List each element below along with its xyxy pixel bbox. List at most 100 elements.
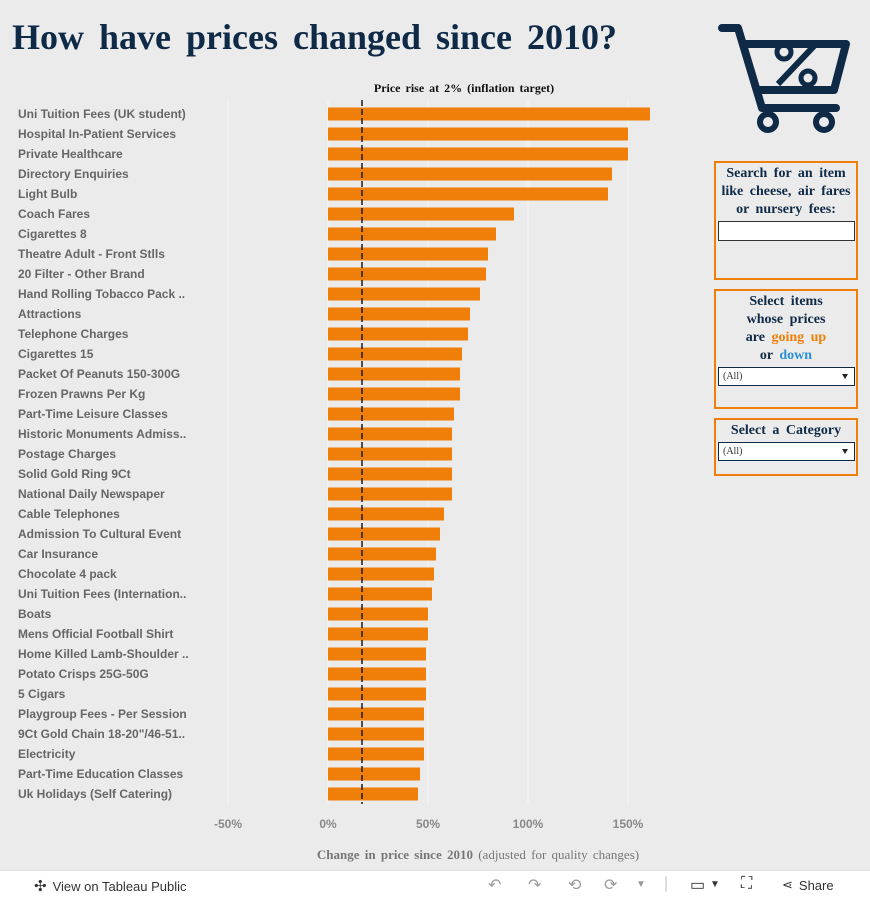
category-label: Postage Charges <box>18 447 116 461</box>
chart-bar[interactable] <box>328 367 460 381</box>
redo-icon[interactable]: ↷ <box>528 877 542 894</box>
search-input[interactable] <box>718 221 855 241</box>
chart-bar[interactable] <box>328 327 468 341</box>
x-tick-label: 150% <box>613 817 644 831</box>
category-label: Uk Holidays (Self Catering) <box>18 787 172 801</box>
dropdown-arrow-icon <box>842 449 848 454</box>
chart-bar[interactable] <box>328 407 454 421</box>
category-label: Light Bulb <box>18 187 77 201</box>
category-label: 5 Cigars <box>18 687 66 701</box>
category-label: Playgroup Fees - Per Session <box>18 707 187 721</box>
chart-bar[interactable] <box>328 707 424 721</box>
chart-bar[interactable] <box>328 487 452 501</box>
chart-bar[interactable] <box>328 667 426 681</box>
chart-bar[interactable] <box>328 287 480 301</box>
x-axis-title: Change in price since 2010 (adjusted for… <box>317 847 639 862</box>
category-label: Car Insurance <box>18 547 98 561</box>
chart-bar[interactable] <box>328 267 486 281</box>
chart-bar[interactable] <box>328 527 440 541</box>
view-on-tableau-link[interactable]: ✣ View on Tableau Public <box>34 877 187 895</box>
category-label: Cigarettes 8 <box>18 227 87 241</box>
more-arrow-icon[interactable]: ▼ <box>636 879 646 890</box>
chart-bar[interactable] <box>328 427 452 441</box>
chart-bar[interactable] <box>328 307 470 321</box>
chart-bar[interactable] <box>328 747 424 761</box>
x-tick-label: -50% <box>214 817 242 831</box>
comment-icon[interactable]: ▭ <box>690 877 706 894</box>
category-label: 20 Filter - Other Brand <box>18 267 145 281</box>
chart-bar[interactable] <box>328 247 488 261</box>
chart-bar[interactable] <box>328 767 420 781</box>
category-label: Potato Crisps 25G-50G <box>18 667 149 681</box>
direction-filter-label: Select items whose prices are going up o… <box>716 291 856 365</box>
chart-bar[interactable] <box>328 687 426 701</box>
category-label: Cigarettes 15 <box>18 347 94 361</box>
chart-bar[interactable] <box>328 147 628 161</box>
tableau-logo-icon: ✣ <box>34 878 47 895</box>
category-label: Theatre Adult - Front Stlls <box>18 247 165 261</box>
chart-bar[interactable] <box>328 347 462 361</box>
category-label: Attractions <box>18 307 82 321</box>
direction-dropdown-value: (All) <box>723 371 743 382</box>
category-label: Admission To Cultural Event <box>18 527 181 541</box>
share-icon: ⋖ <box>782 877 793 892</box>
fullscreen-icon[interactable]: ⛶ <box>741 875 753 892</box>
category-label: Hand Rolling Tobacco Pack .. <box>18 287 185 301</box>
chart-bar[interactable] <box>328 167 612 181</box>
category-label: Home Killed Lamb-Shoulder .. <box>18 647 189 661</box>
chart-bar[interactable] <box>328 387 460 401</box>
share-button[interactable]: ⋖ Share <box>782 877 834 893</box>
category-dropdown[interactable]: (All) <box>718 442 855 461</box>
chart-bar[interactable] <box>328 627 428 641</box>
category-label: 9Ct Gold Chain 18-20"/46-51.. <box>18 727 185 741</box>
x-tick-label: 50% <box>416 817 440 831</box>
search-panel-label: Search for an item like cheese, air fare… <box>721 166 851 217</box>
chart-bar[interactable] <box>328 107 650 121</box>
category-label: Hospital In-Patient Services <box>18 127 176 141</box>
direction-dropdown[interactable]: (All) <box>718 367 855 386</box>
category-label: Boats <box>18 607 52 621</box>
chart-bar[interactable] <box>328 207 514 221</box>
category-label: Mens Official Football Shirt <box>18 627 173 641</box>
chart-bar[interactable] <box>328 647 426 661</box>
chart-bar[interactable] <box>328 507 444 521</box>
going-up-text: going up <box>771 330 827 345</box>
chart-bar[interactable] <box>328 127 628 141</box>
category-filter-panel: Select a Category (All) <box>714 418 858 476</box>
category-label: Uni Tuition Fees (Internation.. <box>18 587 186 601</box>
chart-bar[interactable] <box>328 787 418 801</box>
footer-divider: | <box>664 875 669 892</box>
x-tick-label: 100% <box>513 817 544 831</box>
chart-bar[interactable] <box>328 727 424 741</box>
category-label: Solid Gold Ring 9Ct <box>18 467 131 481</box>
chart-bar[interactable] <box>328 227 496 241</box>
category-label: Telephone Charges <box>18 327 129 341</box>
category-filter-label: Select a Category <box>730 423 842 438</box>
shopping-cart-percent-icon <box>718 24 850 133</box>
chart-bar[interactable] <box>328 467 452 481</box>
chart-bar[interactable] <box>328 567 434 581</box>
revert-icon[interactable]: ⟲ <box>568 877 582 894</box>
category-label: Chocolate 4 pack <box>18 567 117 581</box>
category-label: Part-Time Leisure Classes <box>18 407 168 421</box>
category-label: Private Healthcare <box>18 147 123 161</box>
view-on-tableau-label: View on Tableau Public <box>52 878 187 894</box>
chart-bar[interactable] <box>328 547 436 561</box>
comment-dropdown-icon[interactable]: ▼ <box>710 879 720 890</box>
direction-label-line1: Select items <box>749 294 823 309</box>
category-label: Frozen Prawns Per Kg <box>18 387 145 401</box>
reference-line-label: Price rise at 2% (inflation target) <box>374 81 554 95</box>
direction-label-line2: whose prices <box>746 312 826 327</box>
chart-bar[interactable] <box>328 447 452 461</box>
tableau-footer: ✣ View on Tableau Public ↶ ↷ ⟲ ⟳ ▼ | ▭ ▼… <box>0 870 870 897</box>
refresh-icon[interactable]: ⟳ <box>604 877 618 894</box>
category-label: Uni Tuition Fees (UK student) <box>18 107 186 121</box>
undo-icon[interactable]: ↶ <box>488 877 502 894</box>
search-panel: Search for an item like cheese, air fare… <box>714 161 858 280</box>
category-label: Directory Enquiries <box>18 167 129 181</box>
page-title: How have prices changed since 2010? <box>12 17 617 57</box>
category-dropdown-value: (All) <box>723 446 743 457</box>
chart-bar[interactable] <box>328 607 428 621</box>
chart-bar[interactable] <box>328 187 608 201</box>
chart-bar[interactable] <box>328 587 432 601</box>
